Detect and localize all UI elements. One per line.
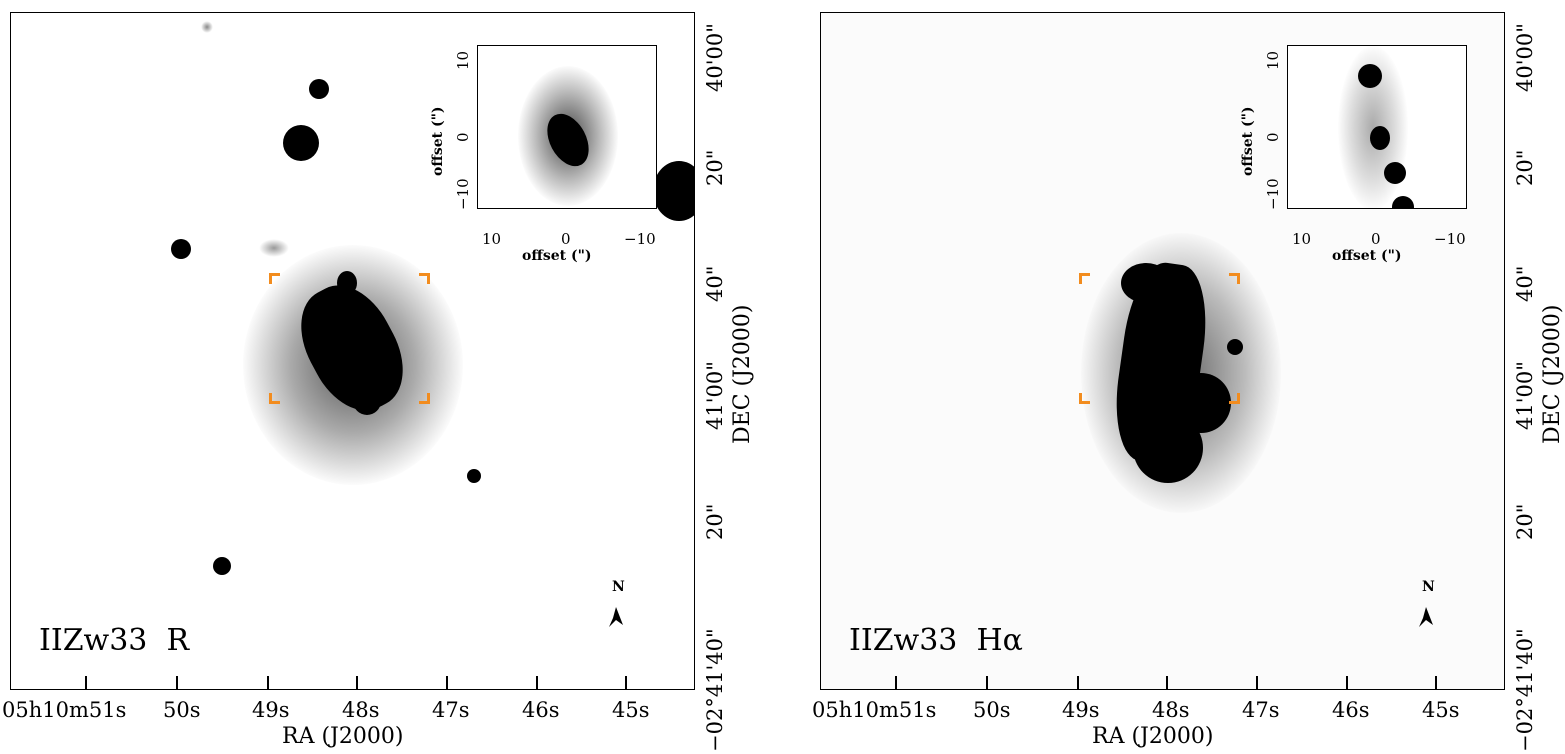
x-tick-label: 49s [252, 698, 290, 722]
x-tick-label: 49s [1062, 698, 1100, 722]
inset-x-tick-label: 10 [1292, 230, 1312, 248]
inset-x-tick-label: 10 [482, 230, 502, 248]
x-tick-label: 47s [1242, 698, 1280, 722]
x-tick-label: 50s [973, 698, 1011, 722]
inset-y-tick-label: 0 [1264, 132, 1282, 142]
star-faint [259, 239, 289, 257]
north-label: N [1422, 579, 1435, 595]
inset-knot [1358, 64, 1382, 88]
image-label-halpha: IIZw33 Hα [849, 623, 1023, 658]
x-tick [446, 676, 448, 690]
star-faint [201, 21, 213, 33]
x-tick [536, 676, 538, 690]
star [283, 125, 319, 161]
x-tick-label: 48s [1152, 698, 1190, 722]
y-tick-label: 20" [1513, 503, 1537, 540]
north-label: N [612, 579, 625, 595]
object-name: IIZw33 [39, 623, 148, 658]
region-bracket [1079, 273, 1090, 284]
inset-knot [1392, 196, 1414, 208]
x-tick [1346, 676, 1348, 690]
galaxy-knot [353, 387, 381, 415]
star [467, 469, 481, 483]
image-label-r: IIZw33 R [39, 623, 189, 658]
x-tick-label: 50s [163, 698, 201, 722]
inset-x-title: offset (") [1332, 248, 1402, 264]
x-tick [1166, 676, 1168, 690]
x-axis-title: RA (J2000) [1092, 724, 1214, 749]
x-tick [85, 676, 87, 690]
x-tick [267, 676, 269, 690]
x-tick [356, 676, 358, 690]
north-arrow-icon [609, 607, 623, 627]
inset-x-title: offset (") [522, 248, 592, 264]
x-tick [1077, 676, 1079, 690]
inset-x-tick-label: −10 [624, 230, 656, 248]
x-tick [625, 676, 627, 690]
x-tick [1256, 676, 1258, 690]
image-frame-r: N IIZw33 R [10, 12, 695, 690]
star [653, 161, 694, 221]
image-frame-halpha: N IIZw33 Hα [820, 12, 1505, 690]
x-tick-label: 45s [1422, 698, 1460, 722]
x-tick-label: 46s [522, 698, 560, 722]
y-tick-label: 41'00" [1513, 361, 1537, 430]
y-tick-label: 20" [1513, 149, 1537, 186]
region-bracket [1229, 393, 1240, 404]
x-tick-label: 45s [612, 698, 650, 722]
star [213, 557, 231, 575]
region-bracket [1079, 393, 1090, 404]
inset-r [477, 45, 657, 209]
inset-y-tick-label: 10 [1264, 50, 1282, 70]
inset-halpha [1287, 45, 1467, 209]
x-tick [986, 676, 988, 690]
region-bracket [269, 393, 280, 404]
x-tick-label: 48s [342, 698, 380, 722]
inset-y-title: offset (") [1240, 106, 1256, 176]
north-arrow-icon [1419, 607, 1433, 627]
panel-r: N IIZw33 R 05h10m51s 50s 49s 48s 47s 46s… [0, 0, 780, 754]
x-tick-label: 47s [432, 698, 470, 722]
galaxy-knot [337, 271, 357, 295]
object-name: IIZw33 [849, 623, 958, 658]
y-tick-label: 40" [1513, 265, 1537, 302]
inset-knot [1384, 162, 1406, 184]
region-bracket [1229, 273, 1240, 284]
inset-y-tick-label: −10 [1264, 178, 1282, 210]
filter-name: R [166, 623, 190, 658]
inset-knot [1370, 126, 1390, 150]
x-tick-label: 05h10m51s [812, 698, 937, 722]
x-tick-label: 46s [1332, 698, 1370, 722]
x-tick [176, 676, 178, 690]
x-axis-title: RA (J2000) [282, 724, 404, 749]
star [171, 239, 191, 259]
region-bracket [269, 273, 280, 284]
star [309, 79, 329, 99]
x-tick [895, 676, 897, 690]
filter-name: Hα [976, 623, 1023, 658]
emission-knot [1227, 339, 1243, 355]
region-bracket [419, 393, 430, 404]
inset-x-tick-label: 0 [561, 230, 571, 248]
inset-x-tick-label: 0 [1371, 230, 1381, 248]
y-axis-title: DEC (J2000) [1540, 304, 1565, 445]
x-tick [1435, 676, 1437, 690]
emission-knot [1121, 263, 1171, 303]
y-tick-label: −02°41'40" [1513, 628, 1537, 752]
region-bracket [419, 273, 430, 284]
y-tick-label: 40'00" [1513, 23, 1537, 92]
x-tick-label: 05h10m51s [2, 698, 127, 722]
emission-knot [1171, 373, 1231, 433]
inset-x-tick-label: −10 [1434, 230, 1466, 248]
